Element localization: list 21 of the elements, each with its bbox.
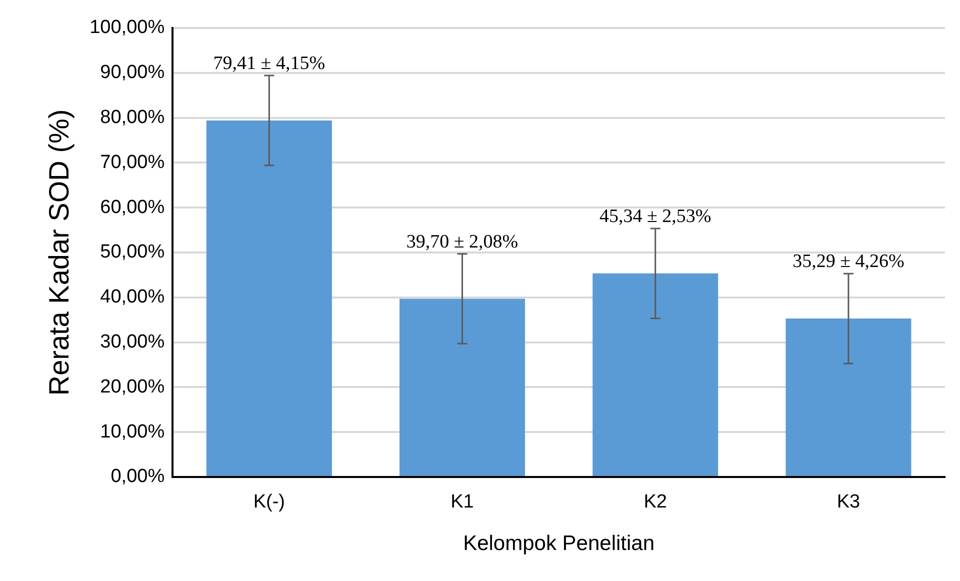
- y-tick-label: 50,00%: [100, 242, 165, 263]
- y-tick-label: 100,00%: [90, 17, 165, 38]
- data-label: 39,70 ± 2,08%: [406, 231, 518, 252]
- x-tick-label: K(-): [253, 492, 285, 513]
- y-tick-label: 40,00%: [100, 286, 165, 308]
- data-label: 79,41 ± 4,15%: [213, 53, 326, 74]
- x-axis-title: Kelompok Penelitian: [463, 532, 655, 556]
- x-tick-label: K2: [644, 492, 667, 513]
- y-tick-label: 30,00%: [100, 332, 165, 353]
- y-tick-label: 0,00%: [110, 466, 165, 488]
- data-label: 35,29 ± 4,26%: [792, 251, 904, 272]
- y-tick-label: 20,00%: [100, 376, 165, 398]
- y-tick-label: 70,00%: [100, 152, 165, 173]
- x-tick-label: K1: [450, 492, 474, 513]
- y-tick-label: 10,00%: [100, 421, 165, 442]
- y-axis-title: Rerata Kadar SOD (%): [44, 109, 75, 396]
- x-tick-label: K3: [836, 492, 860, 513]
- y-tick-label: 60,00%: [100, 196, 165, 218]
- y-tick-label: 90,00%: [100, 62, 165, 84]
- data-label: 45,34 ± 2,53%: [599, 206, 712, 228]
- y-tick-label: 80,00%: [100, 107, 165, 128]
